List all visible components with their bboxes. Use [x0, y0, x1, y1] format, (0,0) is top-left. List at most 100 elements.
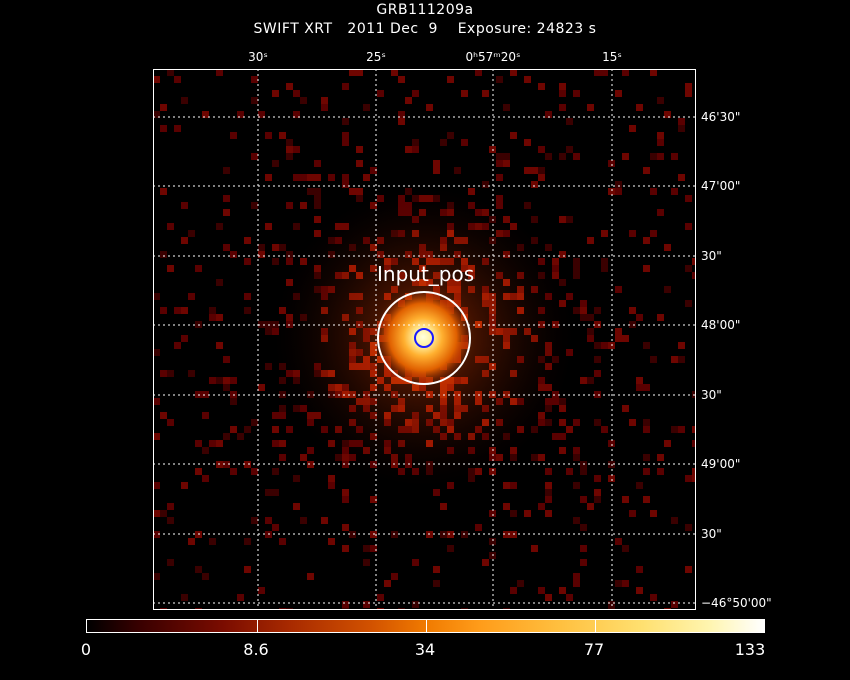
photon-pixel [629, 125, 636, 132]
photon-pixel [223, 377, 230, 384]
photon-pixel [629, 510, 636, 517]
photon-pixel [573, 517, 580, 524]
photon-pixel [195, 265, 202, 272]
photon-pixel [174, 125, 181, 132]
colorbar-label: 8.6 [243, 640, 269, 659]
photon-pixel [209, 307, 216, 314]
photon-pixel [643, 468, 650, 475]
photon-pixel [587, 377, 594, 384]
photon-pixel [405, 146, 412, 153]
photon-pixel [216, 314, 223, 321]
photon-pixel [160, 188, 167, 195]
photon-pixel [531, 181, 538, 188]
photon-pixel [223, 195, 230, 202]
photon-pixel [559, 447, 566, 454]
photon-pixel [601, 265, 608, 272]
photon-pixel [482, 559, 489, 566]
photon-pixel [622, 545, 629, 552]
coordinate-grid [153, 69, 696, 610]
dec-tick-label: 49'00" [701, 457, 741, 471]
photon-pixel [230, 132, 237, 139]
photon-pixel [300, 202, 307, 209]
photon-pixel [293, 111, 300, 118]
photon-pixel [398, 118, 405, 125]
photon-pixel [566, 426, 573, 433]
photon-pixel [510, 587, 517, 594]
photon-pixel [615, 580, 622, 587]
extraction-region-circle[interactable] [377, 291, 471, 385]
photon-pixel [692, 426, 696, 433]
photon-pixel [167, 223, 174, 230]
photon-pixel [447, 132, 454, 139]
photon-pixel [244, 237, 251, 244]
photon-pixel [685, 83, 692, 90]
photon-pixel [615, 181, 622, 188]
photon-pixel [503, 482, 510, 489]
photon-pixel [440, 503, 447, 510]
photon-pixel [622, 335, 629, 342]
photon-pixel [272, 426, 279, 433]
photon-pixel [363, 559, 370, 566]
photon-pixel [538, 587, 545, 594]
photon-pixel [559, 587, 566, 594]
photon-pixel [545, 489, 552, 496]
photon-pixel [587, 328, 594, 335]
input-position-circle[interactable] [414, 328, 434, 348]
photon-pixel [678, 125, 685, 132]
photon-pixel [391, 69, 398, 76]
photon-pixel [503, 503, 510, 510]
photon-pixel [566, 146, 573, 153]
photon-pixel [566, 594, 573, 601]
photon-pixel [265, 174, 272, 181]
photon-pixel [496, 202, 503, 209]
photon-pixel [580, 307, 587, 314]
photon-pixel [601, 230, 608, 237]
photon-pixel [251, 97, 258, 104]
photon-pixel [279, 244, 286, 251]
photon-pixel [573, 447, 580, 454]
photon-pixel [538, 454, 545, 461]
photon-pixel [279, 132, 286, 139]
photon-pixel [545, 594, 552, 601]
photon-pixel [685, 475, 692, 482]
observation-subtitle: SWIFT XRT 2011 Dec 9 Exposure: 24823 s [253, 21, 597, 37]
photon-pixel [447, 531, 454, 538]
photon-pixel [279, 538, 286, 545]
photon-pixel [657, 454, 664, 461]
colorbar-label: 77 [583, 640, 605, 659]
photon-pixel [216, 223, 223, 230]
photon-pixel [188, 370, 195, 377]
ra-tick-label: 15ˢ [602, 50, 622, 64]
photon-pixel [643, 496, 650, 503]
photon-pixel [244, 293, 251, 300]
photon-pixel [286, 202, 293, 209]
photon-pixel [286, 139, 293, 146]
ra-tick-label: 0ʰ57ᵐ20ˢ [465, 50, 521, 64]
xrt-image-panel[interactable] [153, 69, 696, 610]
photon-pixel [622, 496, 629, 503]
photon-pixel [258, 251, 265, 258]
photon-pixel [328, 482, 335, 489]
photon-pixel [573, 153, 580, 160]
photon-pixel [692, 468, 696, 475]
photon-pixel [363, 601, 370, 608]
photon-pixel [223, 209, 230, 216]
photon-pixel [601, 342, 608, 349]
photon-pixel [594, 342, 601, 349]
photon-pixel [559, 153, 566, 160]
photon-pixel [657, 209, 664, 216]
photon-pixel [356, 160, 363, 167]
photon-pixel [293, 90, 300, 97]
photon-pixel [195, 468, 202, 475]
photon-pixel [195, 566, 202, 573]
photon-pixel [202, 391, 209, 398]
photon-pixel [559, 251, 566, 258]
photon-pixel [265, 328, 272, 335]
photon-pixel [685, 223, 692, 230]
photon-pixel [328, 475, 335, 482]
photon-pixel [181, 482, 188, 489]
photon-pixel [377, 90, 384, 97]
photon-pixel [657, 468, 664, 475]
photon-pixel [643, 167, 650, 174]
photon-pixel [685, 90, 692, 97]
